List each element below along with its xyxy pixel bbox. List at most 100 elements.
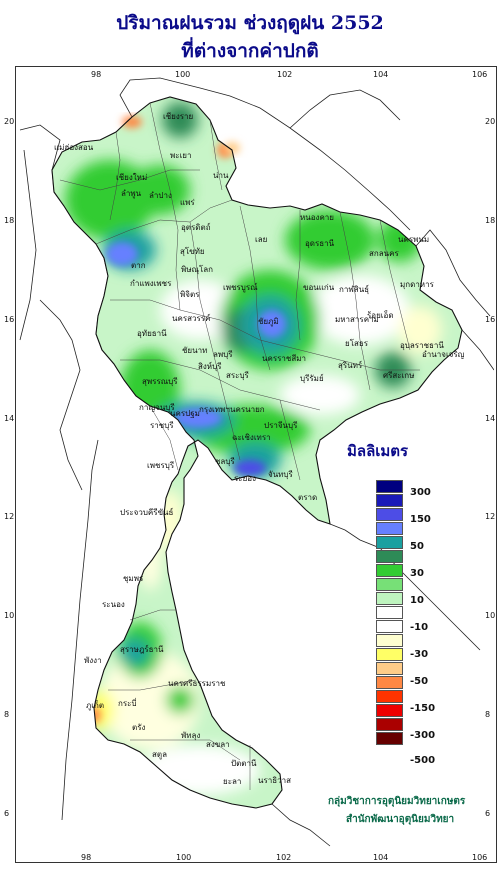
- y-tick-left: 20: [4, 117, 15, 126]
- y-tick-right: 6: [485, 809, 491, 818]
- province-label: ชัยภูมิ: [258, 317, 279, 327]
- legend-swatch: [376, 508, 403, 521]
- province-label: พังงา: [84, 656, 102, 665]
- y-tick-right: 14: [485, 414, 496, 423]
- legend-swatch: [376, 732, 403, 745]
- province-label: ระยอง: [234, 474, 256, 483]
- legend-swatch: [376, 536, 403, 549]
- legend-label: -50: [410, 676, 429, 687]
- province-label: กาญจนบุรี: [139, 403, 175, 412]
- province-label: สุราษฎร์ธานี: [120, 644, 164, 654]
- legend-swatch: [376, 620, 403, 633]
- province-label: นครศรีธรรมราช: [168, 679, 226, 688]
- y-tick-right: 10: [485, 611, 496, 620]
- y-tick-right: 20: [485, 117, 496, 126]
- province-label: สตูล: [152, 750, 167, 760]
- province-label: ระนอง: [102, 600, 125, 609]
- x-tick-bottom: 102: [276, 853, 292, 862]
- legend-label: -150: [410, 703, 436, 714]
- province-label: ลพบุรี: [213, 350, 233, 359]
- legend-label: -500: [410, 755, 436, 766]
- province-label: กำแพงเพชร: [130, 279, 172, 288]
- x-tick-top: 102: [277, 70, 293, 79]
- province-label: ภูเก็ต: [86, 700, 104, 711]
- x-tick-top: 106: [472, 70, 488, 79]
- credit-line-2: สำนักพัฒนาอุตุนิยมวิทยา: [346, 814, 455, 825]
- province-label: ตรัง: [132, 723, 145, 732]
- province-label: สกลนคร: [369, 249, 399, 258]
- province-label: สระบุรี: [226, 371, 250, 380]
- province-label: หนองคาย: [300, 213, 334, 222]
- province-label: น่าน: [213, 171, 229, 180]
- legend-swatch: [376, 564, 403, 577]
- y-tick-left: 12: [4, 512, 15, 521]
- province-label: ยะลา: [223, 777, 241, 786]
- legend-swatch: [376, 718, 403, 731]
- legend-title: มิลลิเมตร: [347, 442, 409, 460]
- legend-swatch: [376, 676, 403, 689]
- x-tick-top: 100: [175, 70, 191, 79]
- y-tick-right: 8: [485, 710, 491, 719]
- province-label: พิจิตร: [180, 290, 200, 299]
- y-tick-left: 10: [4, 611, 15, 620]
- y-tick-left: 18: [4, 216, 15, 225]
- province-label: อำนาจเจริญ: [422, 350, 465, 359]
- map-title: ปริมาณฝนรวม ช่วงฤดูฝน 2552: [116, 12, 384, 34]
- legend-swatch: [376, 480, 403, 493]
- y-tick-left: 6: [4, 809, 10, 818]
- legend-label: -30: [410, 649, 429, 660]
- province-label: นครพนม: [398, 235, 429, 244]
- legend-swatch: [376, 578, 403, 591]
- legend-label: 30: [410, 568, 424, 579]
- province-label: แม่ฮ่องสอน: [54, 143, 94, 152]
- legend-swatch: [376, 704, 403, 717]
- province-label: มหาสารคาม: [335, 315, 379, 324]
- province-label: พัทลุง: [181, 731, 200, 740]
- province-label: อุดรธานี: [305, 239, 335, 248]
- y-tick-right: 12: [485, 512, 496, 521]
- legend-swatch: [376, 662, 403, 675]
- legend-swatch: [376, 592, 403, 605]
- x-tick-bottom: 98: [81, 853, 92, 862]
- y-tick-left: 14: [4, 414, 15, 423]
- province-label: ประจวบคีรีขันธ์: [120, 507, 174, 517]
- province-label: เพชรบุรี: [147, 461, 175, 470]
- province-label: อุทัยธานี: [137, 329, 167, 338]
- x-tick-bottom: 106: [472, 853, 488, 862]
- province-label: เลย: [255, 235, 267, 244]
- province-label: ชัยนาท: [182, 346, 207, 355]
- province-label: ฉะเชิงเทรา: [232, 433, 271, 442]
- legend-swatch: [376, 634, 403, 647]
- province-label: ราชบุรี: [150, 421, 174, 430]
- province-label: สุรินทร์: [338, 360, 363, 370]
- province-label: ตราด: [298, 493, 317, 502]
- rainfall-anomaly-map: เชียงราย เชียงใหม่ แม่ฮ่องสอน ลำพูน ลำปา…: [19, 77, 494, 847]
- legend-label: 50: [410, 541, 424, 552]
- province-label: อุตรดิตถ์: [181, 222, 211, 232]
- x-tick-top: 104: [373, 70, 389, 79]
- legend-label: -10: [410, 622, 429, 633]
- province-label: ศรีสะเกษ: [383, 371, 414, 380]
- x-tick-bottom: 100: [176, 853, 192, 862]
- province-label: จันทบุรี: [268, 470, 294, 479]
- province-label: สุโขทัย: [180, 246, 205, 256]
- province-label: ลำปาง: [149, 191, 172, 200]
- province-label: พะเยา: [170, 151, 191, 160]
- province-label: กระบี่: [118, 697, 137, 708]
- province-label: บุรีรัมย์: [300, 373, 324, 383]
- province-label: ร้อยเอ็ด: [367, 310, 394, 320]
- legend-swatch: [376, 550, 403, 563]
- legend-label: 10: [410, 595, 424, 606]
- y-tick-right: 18: [485, 216, 496, 225]
- province-label: ลำพูน: [121, 189, 142, 199]
- legend-swatch: [376, 494, 403, 507]
- province-label: นครราชสีมา: [262, 354, 306, 363]
- province-label: สงขลา: [206, 740, 230, 749]
- legend-label: -300: [410, 730, 436, 741]
- province-label: ชลบุรี: [215, 457, 235, 466]
- map-subtitle: ที่ต่างจากค่าปกติ: [181, 40, 319, 62]
- province-label: ชุมพร: [123, 574, 144, 583]
- legend-label: 150: [410, 514, 431, 525]
- province-label: เชียงใหม่: [116, 173, 147, 182]
- y-tick-left: 8: [4, 710, 10, 719]
